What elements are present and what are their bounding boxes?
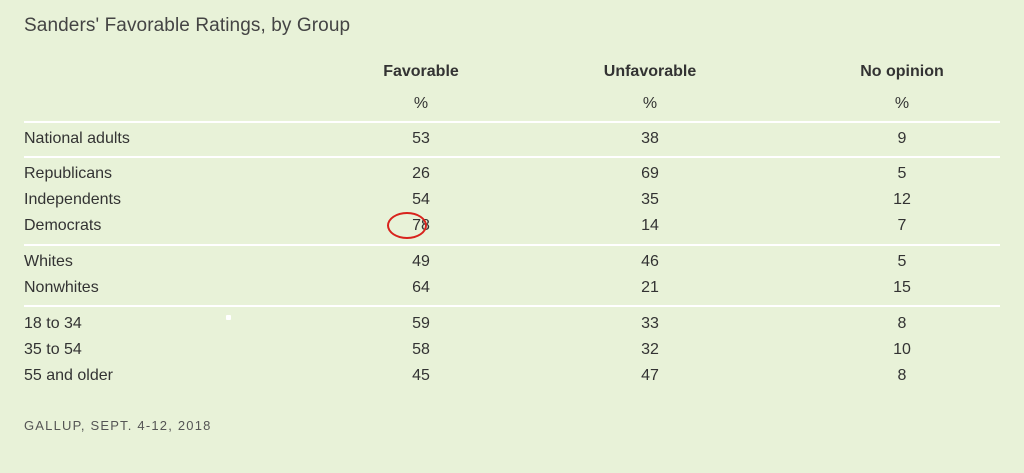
favorable-value: 54 xyxy=(412,191,430,208)
favorable-value: 53 xyxy=(412,130,430,147)
table-divider xyxy=(24,244,1000,246)
table-divider xyxy=(24,156,1000,158)
row-label: Democrats xyxy=(24,217,102,234)
row-label: 35 to 54 xyxy=(24,341,82,358)
row-label: 18 to 34 xyxy=(24,315,82,332)
no-opinion-value: 8 xyxy=(897,315,907,332)
unfavorable-value: 47 xyxy=(641,367,659,384)
unit-unfavorable: % xyxy=(642,95,658,112)
row-label: Independents xyxy=(24,191,121,208)
no-opinion-value: 8 xyxy=(897,367,907,384)
favorable-value: 64 xyxy=(412,279,430,296)
table-row: 18 to 34 59 33 8 xyxy=(24,311,1000,337)
column-header-no-opinion: No opinion xyxy=(860,63,944,80)
unfavorable-value: 38 xyxy=(641,130,659,147)
no-opinion-value: 7 xyxy=(897,217,907,234)
favorable-value: 26 xyxy=(412,165,430,182)
unit-favorable: % xyxy=(413,95,429,112)
source-note: GALLUP, SEPT. 4-12, 2018 xyxy=(24,418,212,433)
row-label: Nonwhites xyxy=(24,279,99,296)
table-row: Democrats 78 14 7 xyxy=(24,213,1000,239)
table-row: Nonwhites 64 21 15 xyxy=(24,275,1000,301)
unfavorable-value: 46 xyxy=(641,253,659,270)
favorable-value: 59 xyxy=(412,315,430,332)
unfavorable-value: 14 xyxy=(641,217,659,234)
unit-row: % % % xyxy=(24,91,1000,117)
no-opinion-value: 12 xyxy=(893,191,911,208)
row-label: 55 and older xyxy=(24,367,113,384)
chart-title: Sanders' Favorable Ratings, by Group xyxy=(24,15,351,36)
favorable-value: 58 xyxy=(412,341,430,358)
unit-no-opinion: % xyxy=(894,95,910,112)
table-row: 55 and older 45 47 8 xyxy=(24,363,1000,389)
favorable-value: 45 xyxy=(412,367,430,384)
highlight-circle xyxy=(387,212,427,239)
no-opinion-value: 5 xyxy=(897,253,907,270)
no-opinion-value: 15 xyxy=(893,279,911,296)
row-label: Republicans xyxy=(24,165,113,182)
unfavorable-value: 32 xyxy=(641,341,659,358)
row-label: Whites xyxy=(24,253,73,270)
column-header-unfavorable: Unfavorable xyxy=(603,63,697,80)
table-row: Whites 49 46 5 xyxy=(24,249,1000,275)
row-label: National adults xyxy=(24,130,130,147)
no-opinion-value: 9 xyxy=(897,130,907,147)
unfavorable-value: 69 xyxy=(641,165,659,182)
no-opinion-value: 5 xyxy=(897,165,907,182)
column-header-row: Favorable Unfavorable No opinion xyxy=(24,59,1000,85)
table-divider xyxy=(24,121,1000,123)
unfavorable-value: 35 xyxy=(641,191,659,208)
unfavorable-value: 33 xyxy=(641,315,659,332)
table-row: Republicans 26 69 5 xyxy=(24,161,1000,187)
table-row: Independents 54 35 12 xyxy=(24,187,1000,213)
column-header-favorable: Favorable xyxy=(383,63,459,80)
table-row: National adults 53 38 9 xyxy=(24,126,1000,152)
decorative-dot xyxy=(226,315,231,320)
unfavorable-value: 21 xyxy=(641,279,659,296)
no-opinion-value: 10 xyxy=(893,341,911,358)
table-divider xyxy=(24,305,1000,307)
favorable-value: 49 xyxy=(412,253,430,270)
table-row: 35 to 54 58 32 10 xyxy=(24,337,1000,363)
